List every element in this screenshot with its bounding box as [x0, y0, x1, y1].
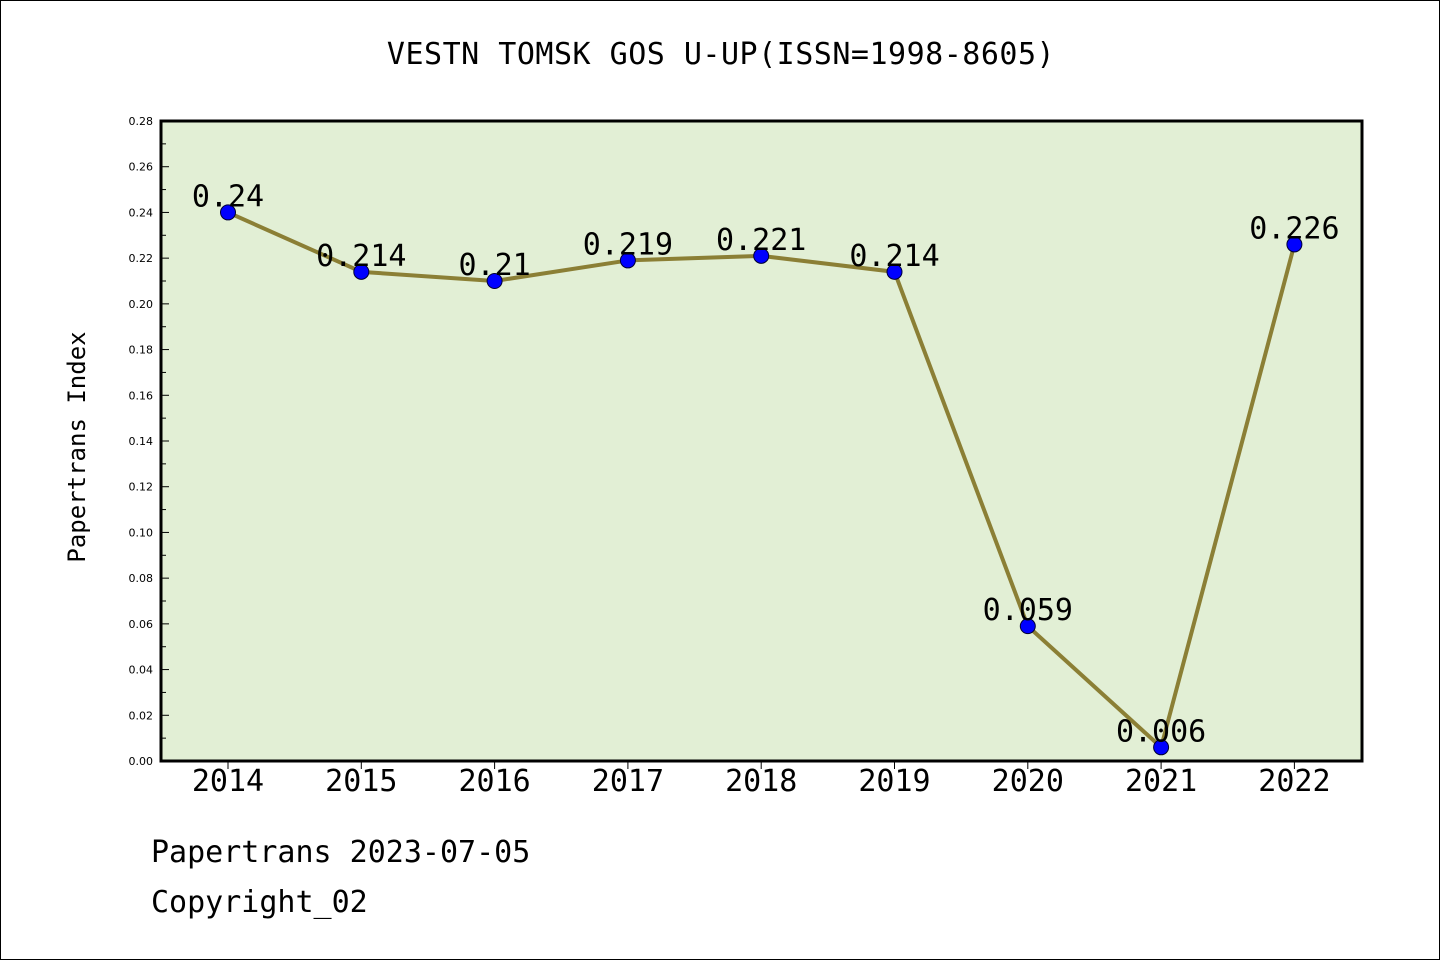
footer-source: Papertrans 2023-07-05 — [151, 835, 531, 870]
y-tick-label: 0.18 — [129, 344, 154, 357]
data-label: 0.214 — [849, 239, 939, 274]
data-label: 0.24 — [192, 179, 264, 214]
data-point — [353, 263, 370, 280]
y-tick-label: 0.28 — [129, 115, 154, 128]
y-tick-label: 0.24 — [129, 206, 154, 219]
data-point — [486, 273, 503, 289]
data-point — [753, 247, 770, 264]
data-label: 0.059 — [983, 593, 1073, 628]
x-tick-label: 2017 — [592, 764, 664, 799]
y-tick-label: 0.14 — [129, 435, 154, 448]
x-tick-label: 2014 — [192, 764, 264, 799]
plot-area — [159, 119, 1364, 763]
x-tick-label: 2016 — [458, 764, 530, 799]
y-tick-label: 0.10 — [129, 526, 154, 539]
chart-title: VESTN TOMSK GOS U-UP(ISSN=1998-8605) — [386, 37, 1056, 72]
x-tick-label: 2015 — [325, 764, 397, 799]
y-tick-label: 0.20 — [129, 298, 154, 311]
y-tick-label: 0.22 — [129, 252, 154, 265]
data-label: 0.221 — [716, 223, 806, 258]
x-tick-label: 2019 — [858, 764, 930, 799]
y-tick-label: 0.12 — [129, 481, 154, 494]
data-point — [1286, 236, 1303, 253]
data-point — [1019, 618, 1036, 635]
y-tick-label: 0.02 — [129, 709, 154, 722]
data-point — [886, 263, 903, 280]
data-label: 0.21 — [458, 248, 530, 283]
footer-copyright: Copyright_02 — [151, 885, 368, 920]
y-tick-label: 0.26 — [129, 161, 154, 174]
x-tick-label: 2022 — [1258, 764, 1330, 799]
data-label: 0.226 — [1249, 211, 1339, 246]
data-point — [619, 252, 636, 269]
x-tick-label: 2018 — [725, 764, 797, 799]
x-tick-label: 2021 — [1125, 764, 1197, 799]
data-point — [1153, 739, 1170, 756]
data-point — [220, 204, 236, 221]
y-tick-label: 0.00 — [129, 755, 154, 768]
data-label: 0.006 — [1116, 714, 1206, 749]
y-tick-label: 0.04 — [129, 664, 154, 677]
data-label: 0.219 — [583, 227, 673, 262]
y-tick-label: 0.08 — [129, 572, 154, 585]
y-tick-label: 0.16 — [129, 389, 154, 402]
data-label: 0.214 — [316, 239, 406, 274]
x-tick-label: 2020 — [992, 764, 1064, 799]
y-tick-label: 0.06 — [129, 618, 154, 631]
